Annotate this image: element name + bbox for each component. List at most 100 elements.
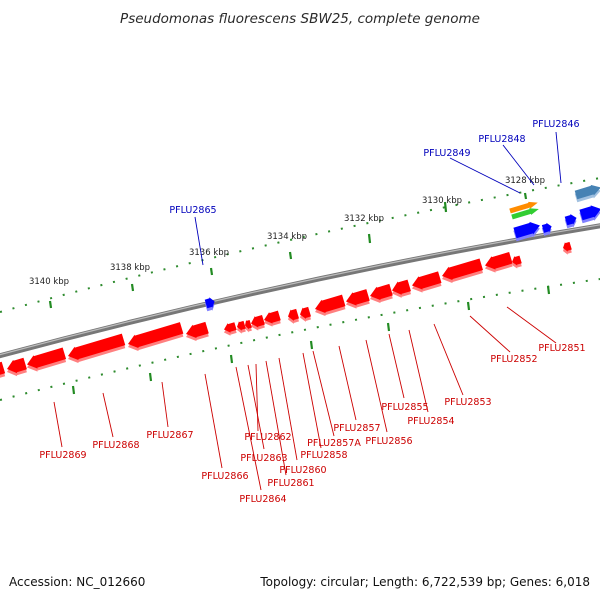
gene-name: PFLU2861 bbox=[267, 478, 314, 489]
tick-mark-3134-kbp bbox=[288, 251, 293, 260]
gene-label-pflu2853: PFLU2853 bbox=[433, 323, 492, 408]
reverse-gene-arrow-body bbox=[245, 319, 252, 330]
reverse-gene-arrow-body bbox=[370, 283, 393, 301]
ticks-layer: 3130 kbp 3132 kbp 3134 kbp 3136 kbp 3138 kbp… bbox=[29, 176, 551, 395]
leader-line bbox=[388, 333, 405, 399]
gene-name: PFLU2869 bbox=[39, 450, 86, 461]
leader-line bbox=[469, 315, 511, 353]
forward-gene-arrow bbox=[579, 205, 600, 224]
gene-label-pflu2867: PFLU2867 bbox=[146, 381, 194, 441]
reverse-gene-arrow-body bbox=[563, 241, 572, 252]
reverse-gene-arrow-body bbox=[251, 314, 265, 328]
reverse-gene-arrow bbox=[0, 361, 6, 380]
leader-line bbox=[255, 363, 259, 432]
tick-mark-3132-kbp bbox=[367, 233, 372, 244]
leader-line bbox=[278, 357, 298, 461]
leader-line bbox=[408, 329, 429, 413]
reverse-gene-arrow bbox=[288, 308, 300, 324]
gene-name: PFLU2856 bbox=[365, 436, 412, 447]
leader-line bbox=[365, 339, 388, 433]
leader-line bbox=[502, 144, 535, 186]
gene-label-pflu2849: PFLU2849 bbox=[423, 148, 521, 194]
rna-feature-orange-body bbox=[509, 201, 538, 214]
reverse-gene-arrow bbox=[485, 251, 513, 273]
reverse-gene-arrow bbox=[315, 294, 346, 317]
tick-label-3134-kbp: 3134 kbp bbox=[267, 232, 307, 242]
gene-label-pflu2860: PFLU2860 bbox=[278, 357, 327, 476]
gene-label-pflu2857: PFLU2857 bbox=[333, 345, 381, 434]
reverse-gene-arrow bbox=[237, 320, 246, 334]
gene-label-pflu2869: PFLU2869 bbox=[39, 401, 87, 461]
gene-label-pflu2848: PFLU2848 bbox=[478, 134, 535, 186]
leader-line bbox=[555, 131, 562, 184]
gene-label-pflu2868: PFLU2868 bbox=[92, 392, 140, 451]
tick-label-3140-kbp: 3140 kbp bbox=[29, 277, 69, 287]
reverse-gene-arrow-body bbox=[346, 289, 370, 306]
inner-tick-mark bbox=[229, 354, 234, 364]
gene-name: PFLU2860 bbox=[279, 465, 326, 476]
reverse-gene-arrow-body bbox=[288, 308, 300, 321]
gene-name: PFLU2857A bbox=[307, 438, 361, 449]
tick-label-3128-kbp: 3128 kbp bbox=[505, 176, 545, 186]
reverse-gene-arrow bbox=[264, 310, 281, 327]
rna-feature-green bbox=[511, 208, 539, 220]
gene-label-pflu2862: PFLU2862 bbox=[244, 363, 292, 443]
leader-line bbox=[247, 364, 265, 450]
inner-tick-mark bbox=[309, 340, 314, 350]
gene-label-pflu2864: PFLU2864 bbox=[235, 366, 287, 505]
forward-gene-arrow bbox=[513, 221, 540, 242]
map-title: Pseudomonas fluorescens SBW25, complete … bbox=[120, 11, 480, 27]
gene-label-pflu2855: PFLU2855 bbox=[381, 333, 429, 413]
leader-line bbox=[338, 345, 357, 421]
reverse-gene-arrow-body bbox=[512, 255, 522, 266]
gene-name: PFLU2862 bbox=[244, 432, 291, 443]
gene-label-pflu2852: PFLU2852 bbox=[469, 315, 538, 365]
gene-name: PFLU2846 bbox=[532, 119, 579, 130]
gene-name: PFLU2865 bbox=[169, 205, 216, 216]
tick-label-3138-kbp: 3138 kbp bbox=[110, 263, 150, 273]
reverse-gene-arrow-body bbox=[7, 357, 27, 374]
tick-mark-3140-kbp bbox=[48, 300, 53, 309]
inner-tick-mark bbox=[466, 301, 471, 311]
reverse-gene-arrow bbox=[370, 283, 393, 304]
gene-label-pflu2856: PFLU2856 bbox=[365, 339, 413, 447]
gene-name: PFLU2851 bbox=[538, 343, 585, 354]
gene-name: PFLU2864 bbox=[239, 494, 286, 505]
genes-layer bbox=[0, 184, 600, 380]
reverse-gene-arrow bbox=[563, 241, 572, 255]
tick-mark-3136-kbp bbox=[209, 267, 214, 276]
tick-label-3136-kbp: 3136 kbp bbox=[189, 248, 229, 258]
gene-name: PFLU2858 bbox=[300, 450, 347, 461]
reverse-gene-arrow-body bbox=[392, 279, 411, 295]
reverse-gene-arrow bbox=[512, 255, 522, 269]
genome-backbone bbox=[0, 223, 600, 359]
reverse-gene-arrow-body bbox=[237, 320, 246, 331]
tick-mark-3128-kbp bbox=[523, 192, 528, 200]
gene-name: PFLU2848 bbox=[478, 134, 525, 145]
reverse-gene-arrow bbox=[392, 279, 411, 298]
gene-label-pflu2863: PFLU2863 bbox=[240, 364, 288, 464]
leader-line bbox=[161, 381, 169, 428]
inner-tick-arc bbox=[0, 278, 600, 401]
reverse-gene-arrow-body bbox=[442, 258, 483, 281]
rna-feature-orange bbox=[509, 201, 538, 214]
gene-name: PFLU2849 bbox=[423, 148, 470, 159]
reverse-gene-arrow-body bbox=[128, 322, 184, 349]
leader-line bbox=[433, 323, 464, 396]
reverse-gene-arrow bbox=[186, 321, 209, 342]
forward-gene-arrow-body bbox=[541, 222, 552, 233]
gene-name: PFLU2853 bbox=[444, 397, 491, 408]
reverse-gene-arrow-body bbox=[224, 322, 237, 333]
forward-gene-arrow-body bbox=[579, 205, 600, 221]
gene-name: PFLU2855 bbox=[381, 402, 428, 413]
leader-line bbox=[102, 392, 114, 438]
feature-steelblue-body bbox=[574, 184, 600, 200]
forward-gene-arrow bbox=[564, 213, 577, 229]
reverse-gene-arrow bbox=[68, 333, 126, 364]
leader-line bbox=[194, 216, 204, 266]
gene-name: PFLU2863 bbox=[240, 453, 287, 464]
reverse-gene-arrow bbox=[224, 322, 237, 336]
reverse-gene-arrow bbox=[412, 271, 442, 293]
gene-name: PFLU2852 bbox=[490, 354, 537, 365]
inner-tick-mark bbox=[546, 285, 551, 295]
